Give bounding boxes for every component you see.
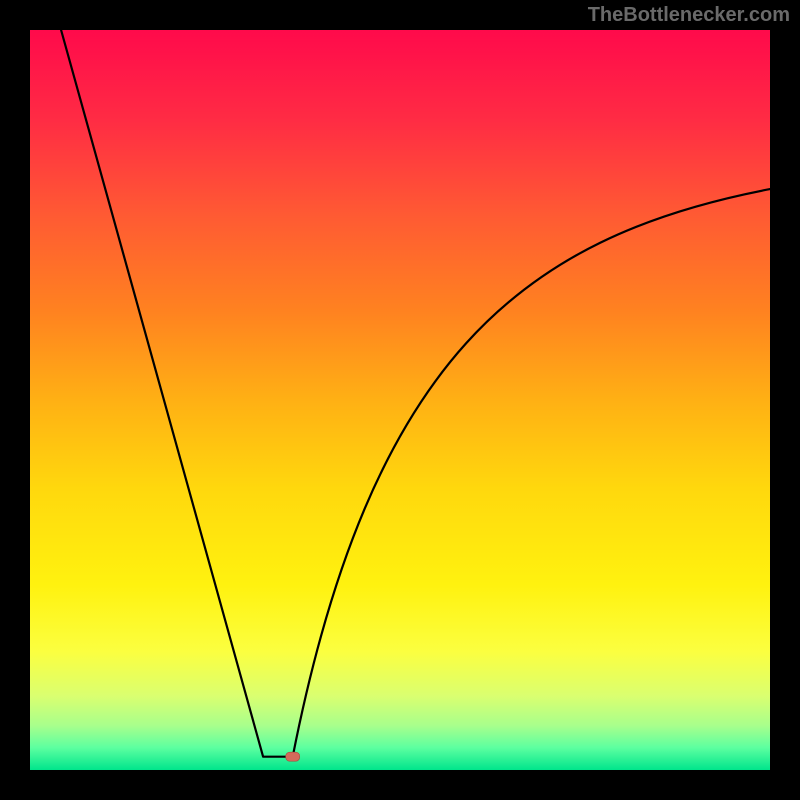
watermark-text: TheBottlenecker.com (588, 4, 790, 27)
optimal-point-marker (286, 752, 300, 761)
chart-svg (0, 0, 800, 800)
plot-area (30, 30, 770, 770)
bottleneck-chart (0, 0, 800, 800)
